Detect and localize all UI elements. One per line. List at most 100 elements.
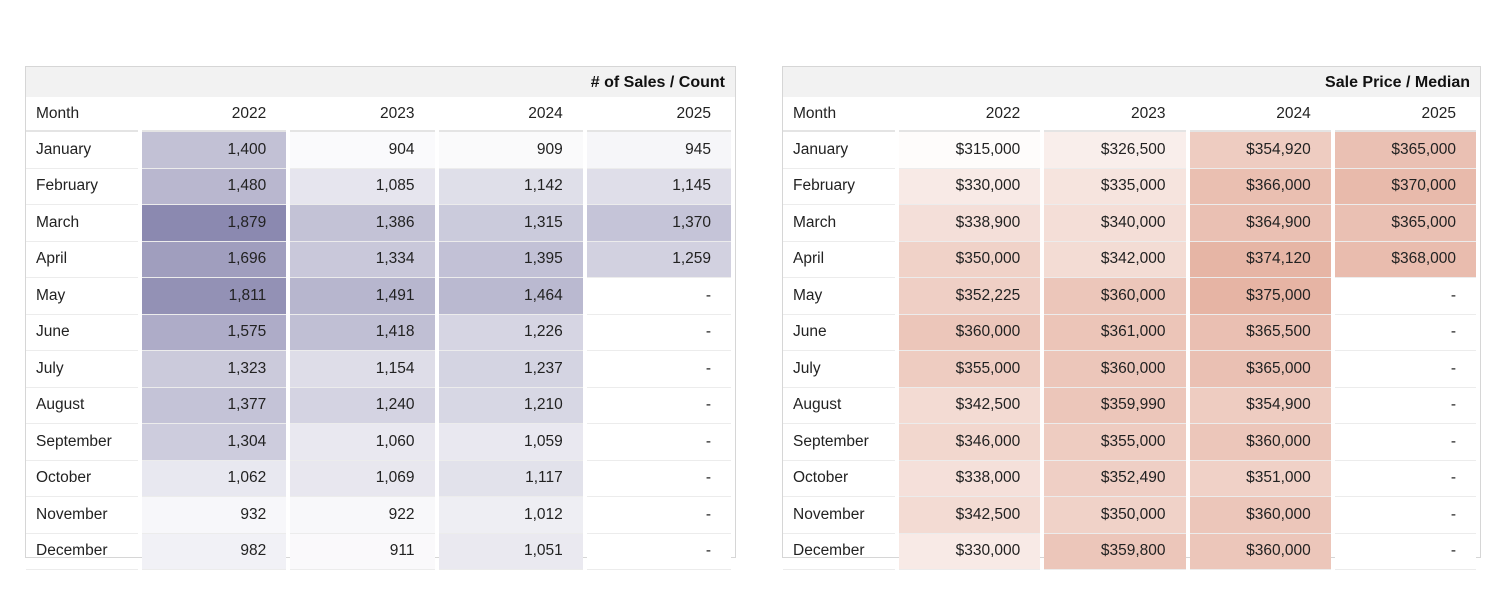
month-cell: June — [783, 315, 895, 351]
value-cell: $338,000 — [899, 460, 1041, 497]
value-cell: $340,000 — [1044, 205, 1186, 242]
table-body: January $315,000 $326,500 $354,920 $365,000 F… — [783, 132, 1476, 570]
month-cell: January — [783, 132, 895, 169]
table-row: August 1,377 1,240 1,210- — [26, 387, 731, 424]
value-cell: - — [586, 533, 731, 570]
month-cell: July — [783, 351, 895, 388]
month-cell: February — [783, 169, 895, 205]
month-cell: January — [26, 132, 138, 169]
value-cell: 1,323 — [142, 351, 287, 388]
value-cell: $360,000 — [1044, 278, 1186, 315]
value-cell: $335,000 — [1044, 168, 1186, 205]
value-cell: - — [1334, 387, 1476, 424]
table-row: June $360,000 $361,000 $365,500- — [783, 314, 1476, 351]
table-row: June 1,575 1,418 1,226- — [26, 314, 731, 351]
value-cell: - — [1334, 533, 1476, 570]
value-cell: $365,000 — [1334, 205, 1476, 242]
value-cell: $370,000 — [1334, 168, 1476, 205]
value-cell: $360,000 — [1044, 351, 1186, 388]
month-cell: October — [26, 461, 138, 497]
table-row: February 1,480 1,085 1,142 1,145 — [26, 168, 731, 205]
value-cell: $375,000 — [1189, 278, 1331, 315]
value-cell: $360,000 — [899, 314, 1041, 351]
value-cell: $366,000 — [1189, 168, 1331, 205]
value-cell: $355,000 — [899, 351, 1041, 388]
value-cell: $342,500 — [899, 387, 1041, 424]
value-cell: 1,696 — [142, 241, 287, 278]
month-cell: September — [26, 424, 138, 461]
table-row: November 932 922 1,012- — [26, 497, 731, 534]
value-cell: 982 — [142, 533, 287, 570]
table-row: April 1,696 1,334 1,395 1,259 — [26, 241, 731, 278]
table-row: December $330,000 $359,800 $360,000- — [783, 533, 1476, 570]
value-cell: $346,000 — [899, 424, 1041, 461]
month-column-header: Month — [26, 97, 138, 132]
value-cell: 1,210 — [438, 387, 583, 424]
month-cell: May — [26, 278, 138, 315]
value-cell: $351,000 — [1189, 460, 1331, 497]
value-cell: - — [1334, 460, 1476, 497]
table-header-row: Month 2022 2023 2024 2025 — [26, 97, 731, 132]
value-cell: $364,900 — [1189, 205, 1331, 242]
table-body: January 1,400 904 909 945 February 1,480 1,085 1… — [26, 132, 731, 570]
value-cell: 1,811 — [142, 278, 287, 315]
month-cell: December — [783, 534, 895, 570]
month-cell: September — [783, 424, 895, 461]
month-cell: April — [26, 242, 138, 278]
table-row: September $346,000 $355,000 $360,000- — [783, 424, 1476, 461]
year-column-header: 2022 — [142, 97, 287, 132]
sale-price-median-table-panel: Sale Price / Median Month 2022 2023 2024 202… — [782, 66, 1481, 570]
value-cell: 1,142 — [438, 168, 583, 205]
value-cell: 1,237 — [438, 351, 583, 388]
value-cell: 1,491 — [290, 278, 435, 315]
sale-price-median-title: Sale Price / Median — [783, 67, 1480, 97]
value-cell: 1,386 — [290, 205, 435, 242]
value-cell: - — [1334, 314, 1476, 351]
value-cell: $365,000 — [1189, 351, 1331, 388]
value-cell: 932 — [142, 497, 287, 534]
table-row: January $315,000 $326,500 $354,920 $365,000 — [783, 132, 1476, 169]
value-cell: $350,000 — [1044, 497, 1186, 534]
table-row: October $338,000 $352,490 $351,000- — [783, 460, 1476, 497]
month-cell: March — [783, 205, 895, 242]
value-cell: 911 — [290, 533, 435, 570]
table-row: May 1,811 1,491 1,464- — [26, 278, 731, 315]
value-cell: - — [586, 387, 731, 424]
year-column-header: 2023 — [1044, 97, 1186, 132]
value-cell: - — [586, 424, 731, 461]
table-row: July 1,323 1,154 1,237- — [26, 351, 731, 388]
month-cell: June — [26, 315, 138, 351]
value-cell: 1,464 — [438, 278, 583, 315]
value-cell: 1,085 — [290, 168, 435, 205]
value-cell: 1,879 — [142, 205, 287, 242]
table-row: January 1,400 904 909 945 — [26, 132, 731, 169]
value-cell: - — [586, 351, 731, 388]
value-cell: 909 — [438, 132, 583, 169]
month-cell: November — [783, 497, 895, 534]
value-cell: $365,000 — [1334, 132, 1476, 169]
table-row: July $355,000 $360,000 $365,000- — [783, 351, 1476, 388]
year-column-header: 2024 — [438, 97, 583, 132]
value-cell: 922 — [290, 497, 435, 534]
value-cell: $359,800 — [1044, 533, 1186, 570]
month-cell: May — [783, 278, 895, 315]
value-cell: $360,000 — [1189, 424, 1331, 461]
value-cell: $360,000 — [1189, 533, 1331, 570]
table-header-row: Month 2022 2023 2024 2025 — [783, 97, 1476, 132]
value-cell: 945 — [586, 132, 731, 169]
value-cell: 1,334 — [290, 241, 435, 278]
value-cell: 1,060 — [290, 424, 435, 461]
value-cell: $338,900 — [899, 205, 1041, 242]
value-cell: $354,900 — [1189, 387, 1331, 424]
value-cell: $350,000 — [899, 241, 1041, 278]
value-cell: 1,400 — [142, 132, 287, 169]
table-row: April $350,000 $342,000 $374,120 $368,000 — [783, 241, 1476, 278]
table-row: August $342,500 $359,990 $354,900- — [783, 387, 1476, 424]
month-cell: November — [26, 497, 138, 534]
year-column-header: 2023 — [290, 97, 435, 132]
value-cell: 1,315 — [438, 205, 583, 242]
table-row: May $352,225 $360,000 $375,000- — [783, 278, 1476, 315]
value-cell: 1,395 — [438, 241, 583, 278]
value-cell: 1,145 — [586, 168, 731, 205]
table-row: October 1,062 1,069 1,117- — [26, 460, 731, 497]
